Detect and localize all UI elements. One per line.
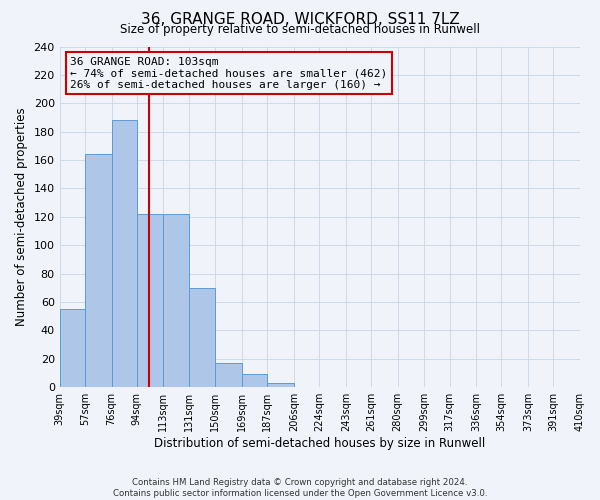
Text: Size of property relative to semi-detached houses in Runwell: Size of property relative to semi-detach… <box>120 22 480 36</box>
Text: 36 GRANGE ROAD: 103sqm
← 74% of semi-detached houses are smaller (462)
26% of se: 36 GRANGE ROAD: 103sqm ← 74% of semi-det… <box>70 56 388 90</box>
Text: Contains HM Land Registry data © Crown copyright and database right 2024.
Contai: Contains HM Land Registry data © Crown c… <box>113 478 487 498</box>
Bar <box>242 374 267 387</box>
X-axis label: Distribution of semi-detached houses by size in Runwell: Distribution of semi-detached houses by … <box>154 437 485 450</box>
Bar <box>188 288 215 387</box>
Bar <box>85 154 112 387</box>
Bar <box>267 383 294 387</box>
Text: 36, GRANGE ROAD, WICKFORD, SS11 7LZ: 36, GRANGE ROAD, WICKFORD, SS11 7LZ <box>140 12 460 28</box>
Bar <box>137 214 163 387</box>
Bar <box>112 120 137 387</box>
Bar <box>163 214 188 387</box>
Bar <box>59 309 85 387</box>
Bar <box>215 363 242 387</box>
Y-axis label: Number of semi-detached properties: Number of semi-detached properties <box>15 108 28 326</box>
